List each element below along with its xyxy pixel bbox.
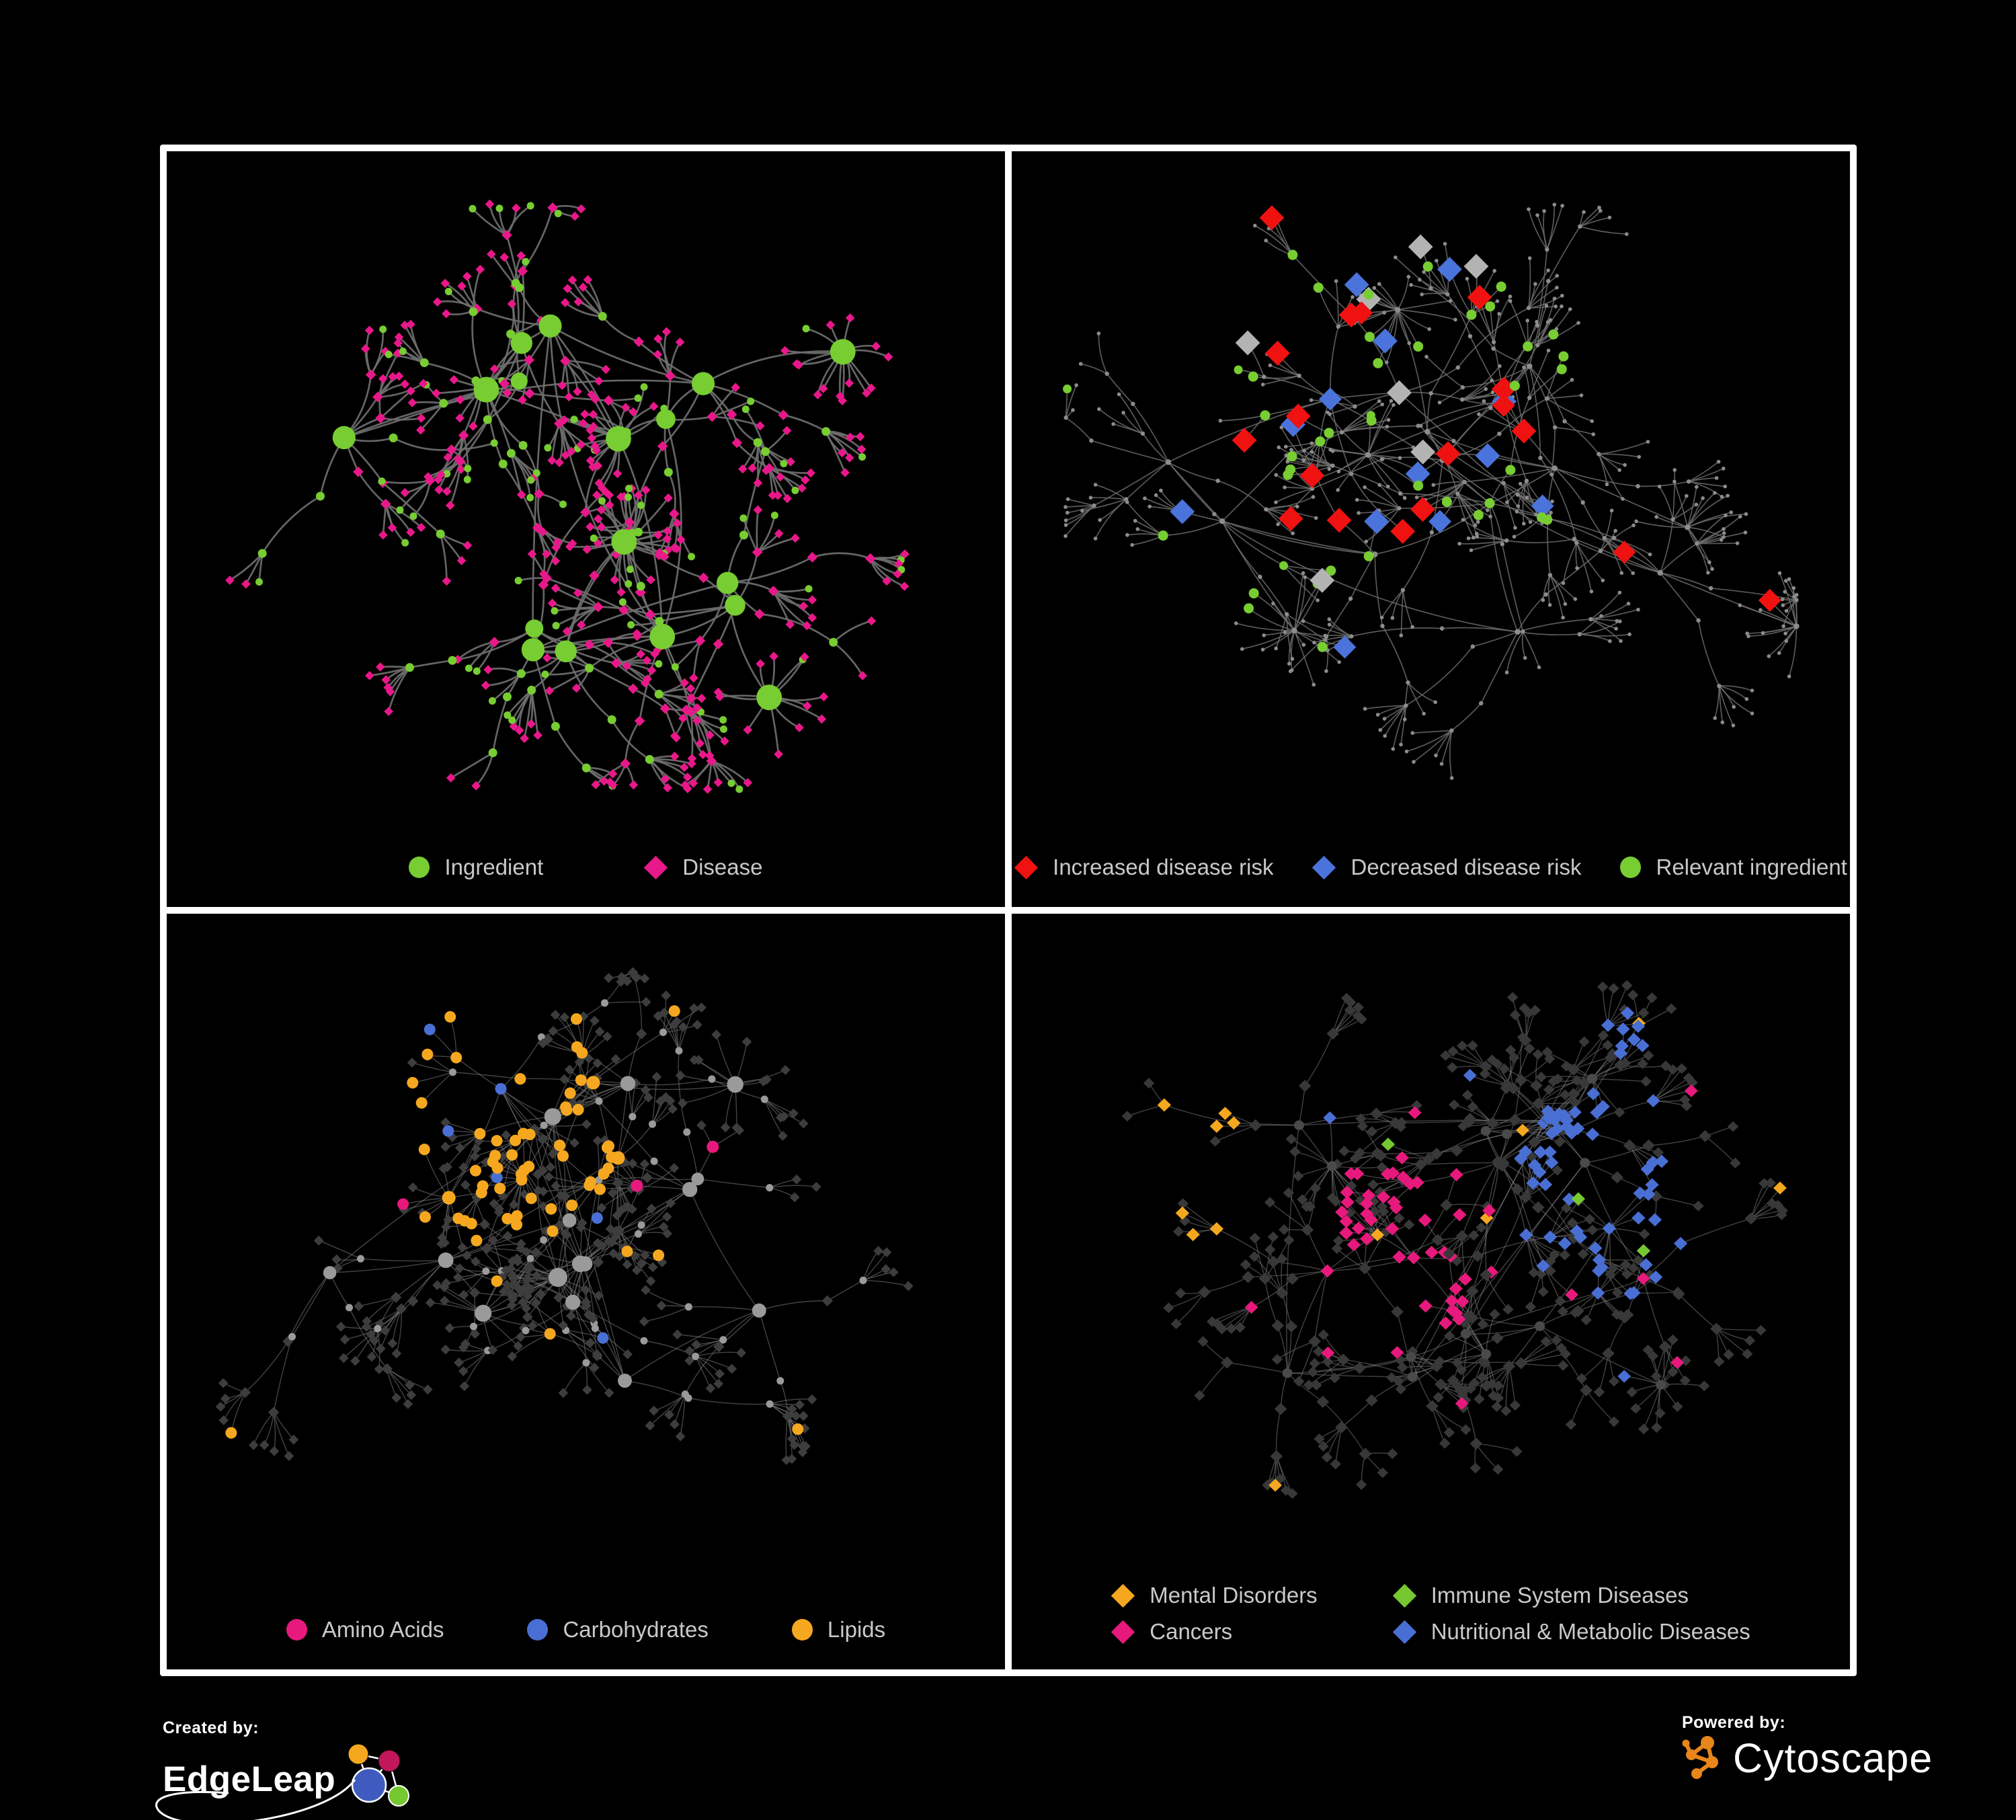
panel-grid: Ingredient Disease Increased disease risk… [160,145,1857,1676]
legend-item-disease: Disease [644,855,763,880]
legend-item-increased-disease-risk: Increased disease risk [1014,855,1273,880]
legend-ingredient-disease: Ingredient Disease [167,842,1005,907]
legend-disease-classes: Mental Disorders Immune System Diseases Ca… [1012,1575,1850,1669]
cytoscape-logo-icon [1682,1736,1718,1779]
legend-item-lipids: Lipids [791,1617,886,1643]
legend-item-nutritional-metabolic-diseases: Nutritional & Metabolic Diseases [1392,1619,1750,1645]
legend-label: Increased disease risk [1053,855,1274,879]
legend-item-decreased-disease-risk: Decreased disease risk [1312,855,1581,880]
legend-item-immune-system-diseases: Immune System Diseases [1392,1583,1750,1608]
legend-label: Ingredient [444,855,544,879]
network-ingredient-disease [225,199,910,794]
powered-by-block: Powered by: Cytoscape [1682,1713,1933,1782]
cytoscape-wordmark: Cytoscape [1733,1735,1933,1781]
circle-swatch-icon [527,1619,549,1640]
legend-label: Disease [682,855,763,879]
panel-disease-risk: Increased disease risk Decreased disease … [1012,151,1850,907]
circle-swatch-icon [1620,857,1642,878]
diamond-swatch-icon [1111,1583,1135,1608]
legend-item-cancers: Cancers [1111,1619,1317,1645]
legend-disease-risk: Increased disease risk Decreased disease … [1012,842,1850,907]
created-by-block: Created by: EdgeLeap [155,1718,415,1820]
circle-swatch-icon [791,1619,813,1640]
legend-label: Lipids [827,1617,886,1642]
diamond-swatch-icon [1392,1620,1416,1644]
network-nutrients [215,967,914,1466]
diamond-swatch-icon [1014,855,1039,879]
diamond-swatch-icon [1312,855,1336,879]
circle-swatch-icon [286,1619,307,1640]
legend-item-mental-disorders: Mental Disorders [1111,1583,1318,1608]
created-by-label: Created by: [163,1718,259,1737]
network-disease-classes [1121,980,1788,1499]
legend-label: Decreased disease risk [1350,855,1582,879]
circle-swatch-icon [409,857,430,878]
edgeleap-logo-icon [348,1743,410,1807]
diamond-swatch-icon [644,855,668,879]
network-disease-risk [1063,202,1800,780]
legend-label: Mental Disorders [1150,1583,1318,1608]
diamond-swatch-icon [1111,1620,1135,1644]
panel-ingredient-disease: Ingredient Disease [167,151,1005,907]
legend-label: Cancers [1150,1619,1233,1644]
panel-nutrients: Amino Acids Carbohydrates Lipids [167,914,1005,1669]
legend-item-carbohydrates: Carbohydrates [527,1617,709,1643]
legend-label: Nutritional & Metabolic Diseases [1430,1619,1750,1644]
legend-item-amino-acids: Amino Acids [286,1617,444,1643]
legend-label: Amino Acids [321,1617,444,1642]
legend-label: Immune System Diseases [1430,1583,1689,1608]
legend-label: Relevant ingredient [1656,855,1847,879]
powered-by-label: Powered by: [1682,1713,1786,1732]
legend-label: Carbohydrates [563,1617,709,1642]
legend-nutrients: Amino Acids Carbohydrates Lipids [167,1605,1005,1669]
diamond-swatch-icon [1392,1583,1416,1608]
legend-item-ingredient: Ingredient [409,855,543,880]
legend-item-relevant-ingredient: Relevant ingredient [1620,855,1847,880]
edgeleap-wordmark: EdgeLeap [163,1759,336,1799]
panel-disease-classes: Mental Disorders Immune System Diseases Ca… [1012,914,1850,1669]
